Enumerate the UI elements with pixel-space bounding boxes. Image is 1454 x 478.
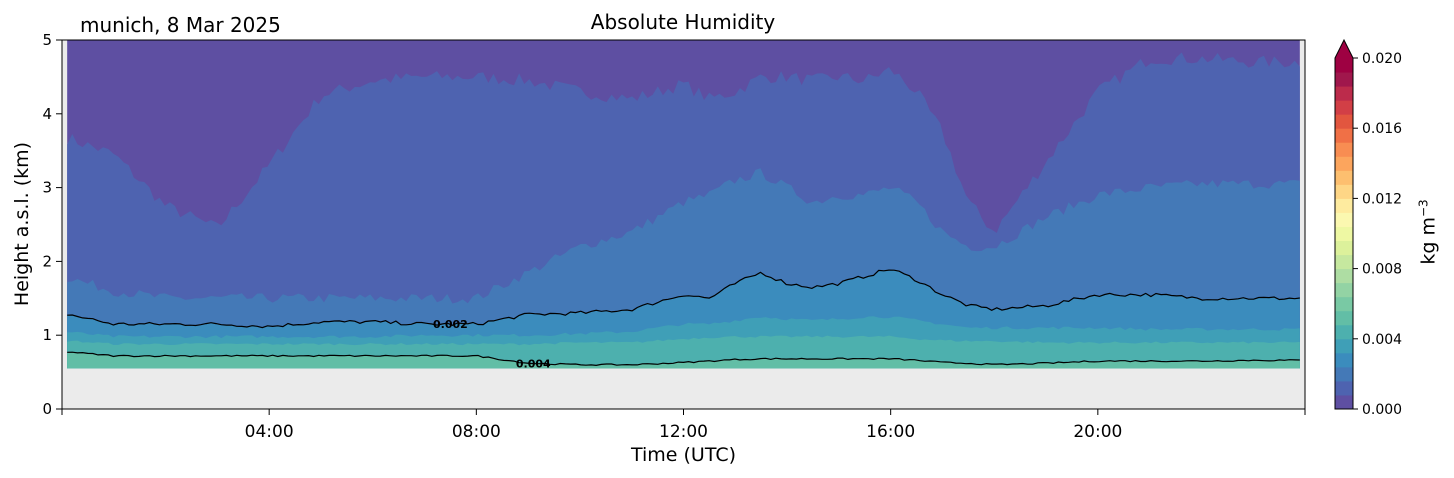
colorbar-segment — [1335, 184, 1353, 199]
colorbar-segment — [1335, 282, 1353, 298]
x-tick-label: 20:00 — [1073, 422, 1122, 442]
y-tick-label: 2 — [42, 252, 52, 270]
colorbar-outline — [1334, 38, 1354, 410]
colorbar-segment — [1335, 268, 1353, 284]
colorbar-segment — [1335, 170, 1353, 185]
colorbar-segment — [1335, 100, 1353, 115]
colorbar-tick-label: 0.008 — [1362, 262, 1402, 278]
y-tick-label: 4 — [42, 105, 52, 123]
colorbar-segment — [1335, 212, 1353, 227]
x-tick-label: 12:00 — [659, 422, 708, 442]
colorbar-segment — [1335, 156, 1353, 171]
colorbar: 0.000 0.004 0.008 0.012 0.016 0.020 — [1334, 38, 1402, 418]
colorbar-segment — [1335, 366, 1353, 382]
colorbar-segment — [1335, 86, 1353, 101]
contour-line-0.002 — [67, 269, 1300, 329]
x-tick-label: 16:00 — [866, 422, 915, 442]
y-axis-label: Height a.s.l. (km) — [11, 141, 33, 307]
contour-label-0.004: 0.004 — [516, 357, 551, 370]
contour-line-0.004 — [67, 351, 1300, 367]
colorbar-segment — [1335, 352, 1353, 368]
colorbar-label-exponent: −3 — [1416, 199, 1431, 218]
colorbar-label: kg m−3 — [1416, 199, 1439, 264]
colorbar-segment — [1335, 142, 1353, 157]
colorbar-segment — [1335, 128, 1353, 143]
colorbar-tick-label: 0.012 — [1362, 191, 1402, 207]
y-tick-label: 1 — [42, 326, 52, 344]
colorbar-segment — [1335, 114, 1353, 129]
colorbar-tick-label: 0.020 — [1362, 51, 1402, 67]
colorbar-tick-label: 0.004 — [1362, 332, 1402, 348]
colorbar-tick-label: 0.016 — [1362, 121, 1402, 137]
colorbar-segment — [1335, 254, 1353, 270]
colorbar-segment — [1335, 296, 1353, 312]
colorbar-segment — [1335, 338, 1353, 354]
colorbar-label-base: kg m — [1417, 217, 1440, 265]
y-tick-label: 3 — [42, 179, 52, 197]
y-tick-label: 5 — [42, 31, 52, 49]
colorbar-segment — [1335, 226, 1353, 242]
colorbar-segment — [1335, 380, 1353, 396]
colorbar-segment — [1335, 394, 1353, 410]
colorbar-extend-arrow — [1335, 40, 1353, 58]
chart-title: Absolute Humidity — [590, 10, 776, 34]
colorbar-tick-label: 0.000 — [1362, 402, 1402, 418]
contour-label-0.002: 0.002 — [433, 318, 468, 331]
colorbar-segment — [1335, 58, 1353, 73]
y-tick-label: 0 — [42, 400, 52, 418]
axes: 0 1 2 3 4 5 04:00 08:00 12:00 16:00 20:00 — [42, 31, 1306, 442]
plot-area: 0.002 0.004 — [62, 40, 1305, 409]
x-axis-label: Time (UTC) — [630, 444, 737, 466]
colorbar-segment — [1335, 310, 1353, 326]
site-date-label: munich, 8 Mar 2025 — [80, 13, 281, 37]
x-tick-label: 08:00 — [452, 422, 501, 442]
colorbar-segment — [1335, 198, 1353, 213]
colorbar-segment — [1335, 72, 1353, 87]
x-tick-label: 04:00 — [245, 422, 294, 442]
colorbar-segment — [1335, 240, 1353, 256]
colorbar-segment — [1335, 324, 1353, 340]
